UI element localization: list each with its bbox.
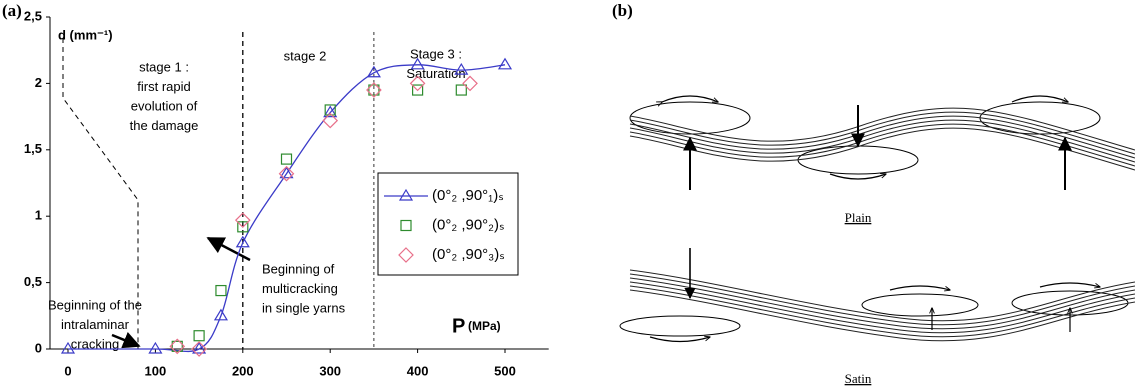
annotation: evolution of: [131, 98, 198, 113]
annotation: Stage 3 :: [410, 46, 462, 61]
annotation: cracking: [71, 336, 119, 351]
y-tick-label: 1,5: [24, 141, 42, 156]
diagram-label: Satin: [845, 371, 872, 386]
annotation-arrow: [206, 236, 251, 262]
yarn-strand: [629, 273, 1135, 326]
data-point: [237, 221, 249, 233]
stage-boundary: [62, 38, 139, 349]
y-axis-label: d (mm⁻¹): [58, 27, 113, 42]
panel-label: (a): [2, 1, 22, 20]
yarn-strand: [629, 111, 1135, 155]
x-tick-label: 100: [145, 363, 167, 378]
yarn-strand: [629, 277, 1135, 330]
data-point: [368, 84, 380, 96]
data-point: [454, 62, 469, 75]
yarn-section: [797, 145, 919, 175]
y-tick-label: 1: [35, 208, 42, 223]
annotation: multicracking: [262, 281, 338, 296]
annotation-arrow: [111, 331, 141, 349]
yarn-strand: [629, 285, 1135, 338]
data-point: [278, 165, 295, 182]
data-point: [324, 104, 336, 116]
data-point: [280, 153, 293, 165]
x-tick-label: 200: [232, 363, 254, 378]
data-point: [366, 65, 381, 78]
stress-arrows: [649, 95, 1100, 343]
diagram-label: Plain: [845, 210, 872, 225]
annotation: stage 2: [284, 48, 327, 63]
legend-marker: [398, 247, 414, 263]
panel-label: (b): [612, 1, 633, 20]
legend-label: (0°₂ ,90°₃)ₛ: [432, 246, 505, 263]
legend-marker: [400, 219, 412, 232]
data-point: [191, 341, 207, 357]
data-point: [193, 330, 205, 342]
annotation: Beginning of the: [48, 297, 142, 312]
y-tick-label: 2,5: [24, 8, 42, 23]
data-point: [455, 84, 467, 96]
data-point: [235, 235, 250, 248]
x-axis-label: P: [452, 315, 465, 337]
data-point: [215, 284, 227, 297]
annotation: stage 1 :: [139, 59, 189, 74]
yarn-strand: [629, 269, 1135, 322]
data-point: [60, 341, 76, 354]
annotation: the damage: [130, 118, 199, 133]
data-point: [323, 105, 338, 118]
data-point: [213, 308, 229, 321]
annotation: Beginning of: [262, 261, 335, 276]
data-point: [169, 338, 186, 355]
y-tick-label: 2: [35, 75, 42, 90]
data-point: [171, 340, 183, 352]
yarn-section: [979, 101, 1101, 135]
data-point: [192, 341, 207, 354]
y-tick-label: 0,5: [24, 274, 42, 289]
x-axis-unit: (MPa): [468, 319, 501, 333]
y-tick-label: 0: [35, 340, 42, 355]
data-point: [409, 75, 426, 92]
annotation: intralaminar: [61, 317, 130, 332]
data-point: [322, 112, 339, 129]
data-point: [410, 57, 425, 70]
yarn-strand: [629, 281, 1135, 334]
data-point: [497, 57, 513, 70]
yarn-section: [861, 293, 979, 317]
data-point: [366, 82, 382, 98]
legend-marker: [398, 188, 414, 201]
yarn-section: [619, 315, 741, 337]
data-point: [279, 166, 294, 179]
x-tick-label: 0: [64, 363, 71, 378]
yarn-strand: [629, 289, 1135, 342]
yarn-strand: [629, 107, 1135, 151]
annotation: first rapid: [137, 79, 190, 94]
data-point: [412, 84, 424, 96]
x-tick-label: 400: [407, 363, 429, 378]
series-line: [68, 64, 506, 353]
data-point: [148, 341, 163, 354]
legend-label: (0°₂ ,90°₂)ₛ: [432, 216, 505, 233]
x-tick-label: 300: [319, 363, 341, 378]
data-point: [462, 75, 478, 92]
weave-diagram: [619, 101, 1135, 342]
data-point: [234, 212, 251, 229]
annotation: in single yarns: [262, 300, 346, 315]
legend-label: (0°₂ ,90°₁)ₛ: [432, 187, 504, 204]
x-tick-label: 500: [494, 363, 516, 378]
